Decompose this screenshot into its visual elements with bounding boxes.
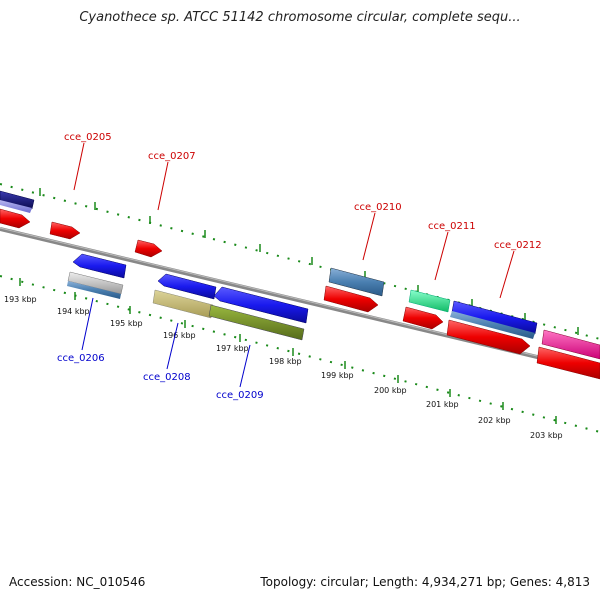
tick-label-193: 193 kbp: [4, 295, 37, 304]
gene-block-steel-under-0206[interactable]: [67, 281, 121, 299]
tick-label-197: 197 kbp: [216, 344, 249, 353]
gene-label-cce-0211[interactable]: cce_0211: [428, 221, 476, 232]
tick-label-202: 202 kbp: [478, 416, 511, 425]
gene-arrow-cce-0206[interactable]: [72, 253, 127, 279]
tick-label-203: 203 kbp: [530, 431, 563, 440]
gene-label-cce-0206[interactable]: cce_0206: [57, 353, 105, 364]
gene-arrow-pink-edge[interactable]: [541, 329, 600, 360]
forward-label-leaders: [73, 142, 515, 299]
gene-arrow-cce-0208[interactable]: [157, 273, 217, 300]
lower-tick-track: [0, 275, 600, 433]
gene-arrow-cce-0210[interactable]: [328, 267, 385, 297]
tick-label-200: 200 kbp: [374, 386, 407, 395]
gene-label-cce-0209[interactable]: cce_0209: [216, 390, 264, 401]
tick-label-195: 195 kbp: [110, 319, 143, 328]
accession-text: Accession: NC_010546: [9, 575, 146, 589]
gene-block-steel-0212[interactable]: [450, 311, 535, 339]
gene-arrow-cce-0209[interactable]: [213, 286, 309, 324]
gene-arrow-upper-left-lavender[interactable]: [0, 200, 32, 213]
tick-label-199: 199 kbp: [321, 371, 354, 380]
gene-arrow-red-0212[interactable]: [446, 319, 531, 355]
gene-arrow-red-right-edge[interactable]: [536, 346, 600, 380]
map-title: Cyanothece sp. ATCC 51142 chromosome cir…: [79, 10, 521, 25]
gene-arrow-red-1[interactable]: [49, 221, 81, 240]
gene-label-cce-0212[interactable]: cce_0212: [494, 240, 542, 251]
gene-label-cce-0207[interactable]: cce_0207: [148, 151, 196, 162]
gene-label-cce-0205[interactable]: cce_0205: [64, 132, 112, 143]
reverse-label-leaders: [81, 297, 251, 388]
gene-arrow-red-0210[interactable]: [323, 285, 379, 313]
tick-label-198: 198 kbp: [269, 357, 302, 366]
tick-label-196: 196 kbp: [163, 331, 196, 340]
gene-arrow-red-left-edge[interactable]: [0, 208, 31, 229]
gene-label-cce-0210[interactable]: cce_0210: [354, 202, 402, 213]
gene-arrow-cce-0211[interactable]: [408, 289, 451, 313]
lower-major-ticks: [19, 278, 557, 424]
tick-label-194: 194 kbp: [57, 307, 90, 316]
gene-arrow-red-2[interactable]: [134, 239, 163, 258]
gene-label-cce-0208[interactable]: cce_0208: [143, 372, 191, 383]
gene-block-khaki[interactable]: [152, 289, 214, 319]
upper-tick-track: [0, 183, 600, 340]
gene-arrow-red-0211[interactable]: [402, 306, 444, 330]
tick-label-201: 201 kbp: [426, 400, 459, 409]
gene-block-olive[interactable]: [208, 304, 305, 341]
gene-arrow-cce-0212[interactable]: [451, 300, 538, 335]
gene-arrow-upper-left-navy[interactable]: [0, 190, 35, 210]
genome-summary-text: Topology: circular; Length: 4,934,271 bp…: [260, 575, 590, 589]
